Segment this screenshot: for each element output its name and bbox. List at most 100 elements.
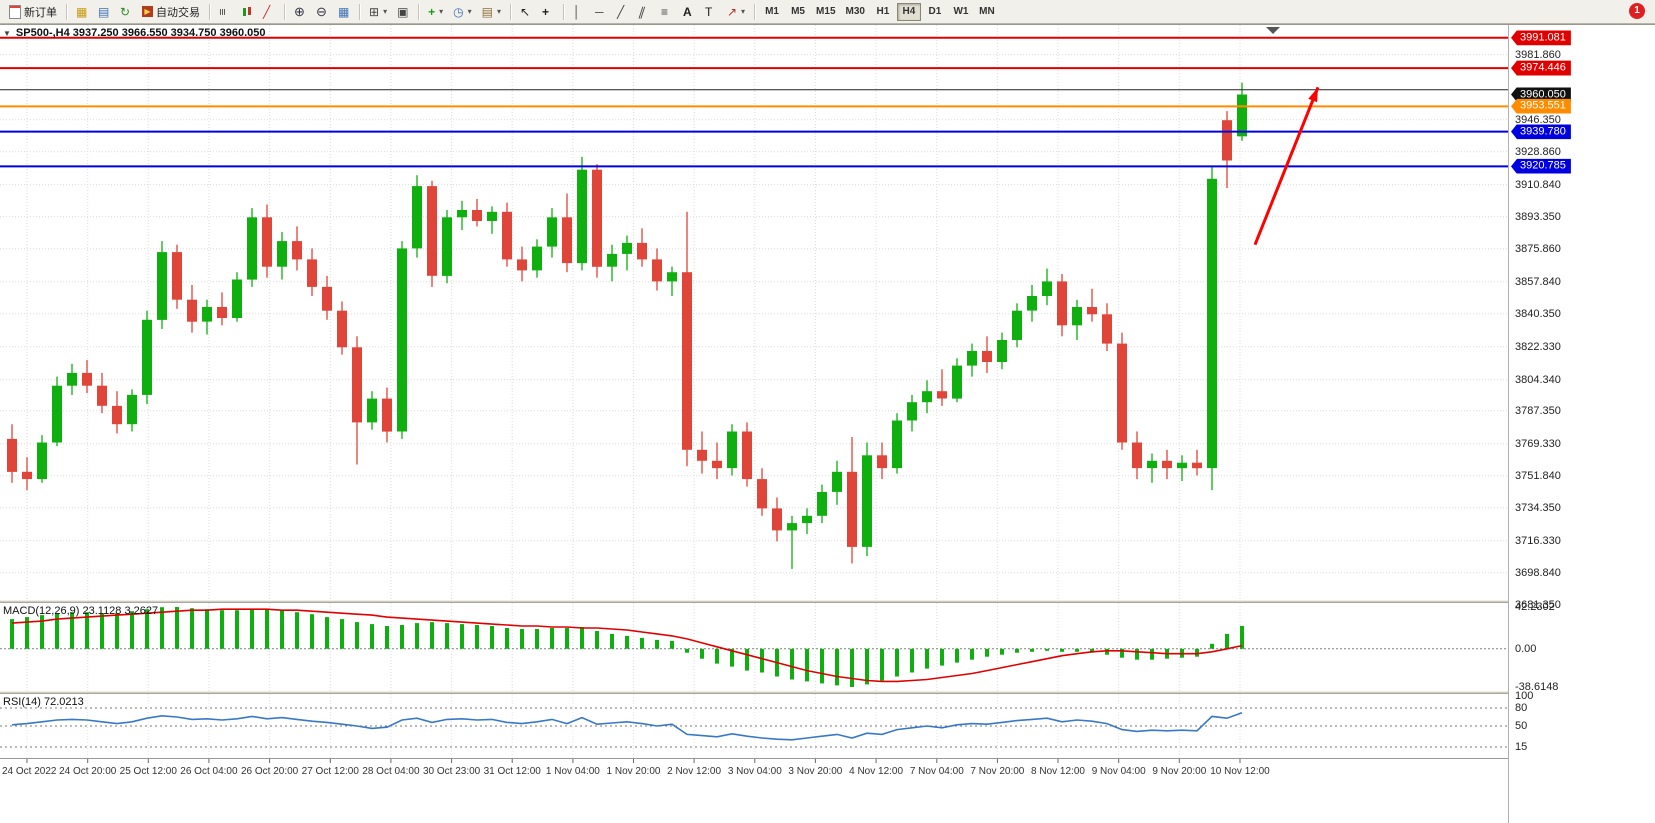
timeframe-button-h1[interactable]: H1 xyxy=(871,3,895,21)
svg-text:26 Oct 04:00: 26 Oct 04:00 xyxy=(180,766,238,777)
periods-button[interactable]: ◷ ▾ xyxy=(448,2,477,22)
candlestick-chart-icon xyxy=(241,6,253,18)
svg-text:25 Oct 12:00: 25 Oct 12:00 xyxy=(120,766,178,777)
profiles-icon: ▣ xyxy=(397,4,409,19)
price-scale-label: 3840.350 xyxy=(1515,307,1561,320)
profiles-button[interactable]: ▣ xyxy=(392,2,414,22)
zoom-in-icon: ⊕ xyxy=(294,3,305,19)
shapes-button[interactable]: ↗ ▾ xyxy=(722,2,750,22)
trendline-button[interactable]: ╱ xyxy=(612,2,634,22)
cursor-button[interactable]: ↖ xyxy=(515,2,537,22)
text-button[interactable]: A xyxy=(678,2,700,22)
timeframe-button-m15[interactable]: M15 xyxy=(812,3,839,21)
text-tool-icon: A xyxy=(682,4,692,19)
channel-button[interactable]: ∥ xyxy=(634,2,656,22)
price-tag: 3960.050 xyxy=(1511,87,1571,102)
price-scale-label: 3698.840 xyxy=(1515,566,1561,579)
chevron-down-icon: ▾ xyxy=(741,7,746,16)
refresh-icon: ↻ xyxy=(120,4,131,19)
refresh-button[interactable]: ↻ xyxy=(115,2,137,22)
add-indicator-icon: + xyxy=(428,4,436,19)
svg-text:4 Nov 12:00: 4 Nov 12:00 xyxy=(849,766,903,777)
price-scale-label: 3734.350 xyxy=(1515,501,1561,514)
price-scale-label: 3716.330 xyxy=(1515,534,1561,547)
trendline-icon: ╱ xyxy=(616,4,625,19)
autotrading-label: 自动交易 xyxy=(156,6,200,19)
timeframe-button-mn[interactable]: MN xyxy=(975,3,999,21)
notification-badge[interactable]: 1 xyxy=(1629,3,1645,19)
timeframe-button-m1[interactable]: M1 xyxy=(760,3,784,21)
timeframe-button-h4[interactable]: H4 xyxy=(896,2,921,21)
rsi-scale-label: 15 xyxy=(1515,741,1528,753)
chart-plots: ▼ SP500-,H4 3937.250 3966.550 3934.750 3… xyxy=(0,25,1508,823)
rsi-indicator-canvas[interactable]: RSI(14) 72.0213 xyxy=(0,694,1508,758)
indicators-button[interactable]: + ▾ xyxy=(423,2,448,22)
arrow-shape-icon: ↗ xyxy=(726,4,738,19)
market-watch-button[interactable]: ▦ xyxy=(71,2,93,22)
zoom-in-button[interactable]: ⊕ xyxy=(289,2,311,22)
templates-button[interactable]: ▤ ▾ xyxy=(477,2,506,22)
price-scale-label: 3822.330 xyxy=(1515,340,1561,353)
bar-chart-icon: ≡ xyxy=(215,7,230,16)
label-tool-icon: T xyxy=(704,4,713,19)
price-scale-label: 3910.840 xyxy=(1515,178,1561,191)
toolbar-separator xyxy=(509,3,511,20)
zoom-out-icon: ⊖ xyxy=(316,3,327,19)
timeframe-button-d1[interactable]: D1 xyxy=(923,3,947,21)
price-scale-label: 3804.340 xyxy=(1515,373,1561,386)
price-tag: 3974.446 xyxy=(1511,60,1571,76)
tile-windows-button[interactable]: ▦ xyxy=(333,2,355,22)
autotrading-button[interactable]: ▶ 自动交易 xyxy=(137,2,205,22)
toolbar-separator xyxy=(284,3,285,20)
horizontal-line-button[interactable]: ─ xyxy=(590,2,612,22)
chevron-down-icon: ▾ xyxy=(383,7,388,16)
navigator-button[interactable]: ▤ xyxy=(93,2,115,22)
pane-splitter[interactable] xyxy=(0,691,1508,694)
new-chart-icon: ⊞ xyxy=(369,4,380,19)
svg-text:3 Nov 04:00: 3 Nov 04:00 xyxy=(728,766,782,777)
price-scale[interactable]: 3981.860 3946.350 3928.860 3910.840 3893.350… xyxy=(1508,25,1655,823)
new-order-icon xyxy=(9,4,21,19)
price-scale-label: 3981.860 xyxy=(1515,48,1561,61)
macd-scale-label: 42.2302 xyxy=(1515,601,1555,613)
rsi-scale-label: 50 xyxy=(1515,720,1528,732)
zoom-out-button[interactable]: ⊖ xyxy=(311,2,333,22)
timeframe-button-m30[interactable]: M30 xyxy=(842,3,869,21)
toolbar-separator xyxy=(418,3,420,20)
chevron-down-icon: ▾ xyxy=(496,7,501,16)
price-scale-label: 3769.330 xyxy=(1515,437,1561,450)
svg-text:2 Nov 12:00: 2 Nov 12:00 xyxy=(667,766,721,777)
new-chart-button[interactable]: ⊞ ▾ xyxy=(364,2,392,22)
candlestick-chart-button[interactable] xyxy=(236,2,258,22)
price-chart-canvas[interactable]: ▼ SP500-,H4 3937.250 3966.550 3934.750 3… xyxy=(0,25,1508,600)
timeframe-button-w1[interactable]: W1 xyxy=(949,3,973,21)
pane-splitter[interactable] xyxy=(0,600,1508,603)
rsi-scale-label: 100 xyxy=(1515,690,1534,702)
bar-chart-button[interactable]: ≡ xyxy=(214,2,236,22)
price-tag: 3953.551 xyxy=(1511,98,1571,114)
label-button[interactable]: T xyxy=(700,2,722,22)
horizontal-line-icon: ─ xyxy=(594,4,604,19)
time-axis[interactable]: 24 Oct 2022 24 Oct 20:00 25 Oct 12:00 26 Oc… xyxy=(0,758,1508,780)
vertical-line-button[interactable]: │ xyxy=(568,2,590,22)
toolbar-separator xyxy=(359,3,360,20)
new-order-button[interactable]: 新订单 xyxy=(4,2,62,22)
svg-text:9 Nov 20:00: 9 Nov 20:00 xyxy=(1152,766,1206,777)
crosshair-button[interactable]: + xyxy=(537,2,559,22)
window-menu-icon[interactable]: ▼ xyxy=(3,28,11,38)
channel-icon: ∥ xyxy=(636,4,648,19)
clock-icon: ◷ xyxy=(453,4,464,19)
fibonacci-button[interactable]: ≡ xyxy=(656,2,678,22)
svg-text:10 Nov 12:00: 10 Nov 12:00 xyxy=(1210,766,1270,777)
autotrading-icon: ▶ xyxy=(142,6,153,17)
timeframe-button-m5[interactable]: M5 xyxy=(786,3,810,21)
svg-text:1 Nov 20:00: 1 Nov 20:00 xyxy=(607,766,661,777)
svg-text:9 Nov 04:00: 9 Nov 04:00 xyxy=(1092,766,1146,777)
price-tag: 3920.785 xyxy=(1511,158,1571,174)
cursor-icon: ↖ xyxy=(519,4,531,19)
line-chart-button[interactable]: ╱ xyxy=(258,2,280,22)
timeframe-toolbar: M1 M5 M15 M30 H1 H4 D1 W1 MN xyxy=(759,2,1000,21)
macd-indicator-canvas[interactable]: MACD(12,26,9) 23.1128 3.2627 xyxy=(0,603,1508,691)
fibonacci-icon: ≡ xyxy=(660,4,668,19)
svg-text:24 Oct 20:00: 24 Oct 20:00 xyxy=(59,766,117,777)
